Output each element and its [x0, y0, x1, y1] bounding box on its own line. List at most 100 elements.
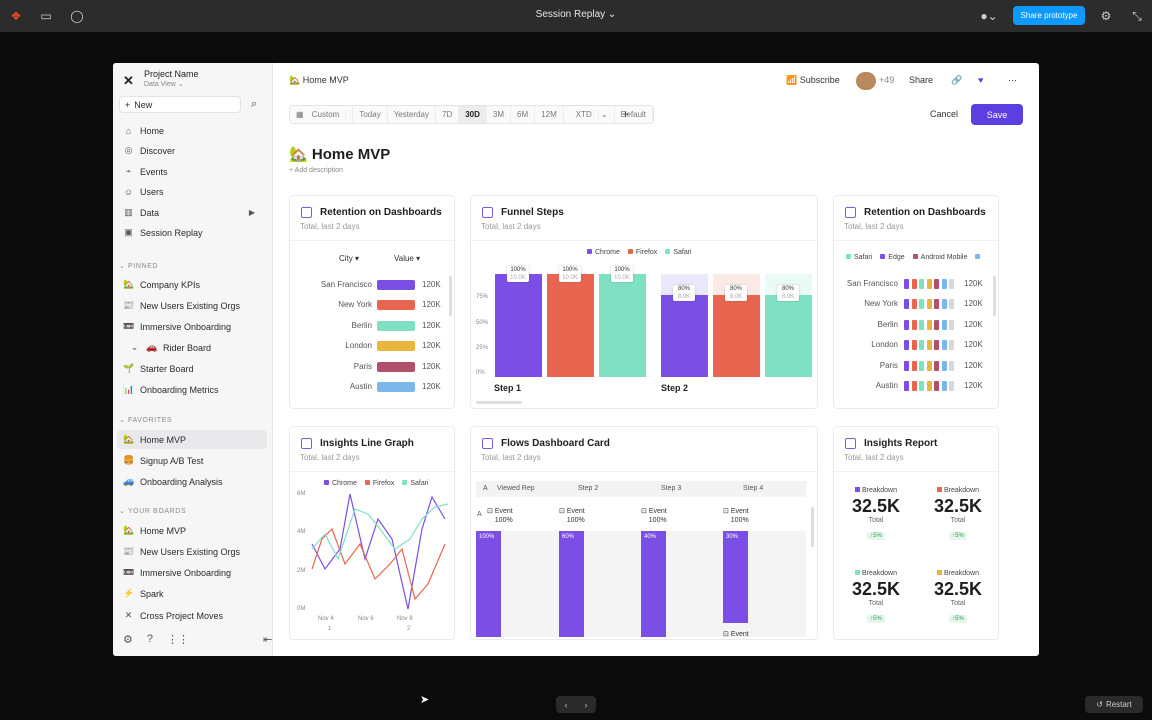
favorites-section-header[interactable]: ⌄ FAVORITES — [119, 417, 173, 424]
sidebar-toggle-icon[interactable]: ▭ — [40, 9, 52, 23]
project-name[interactable]: Project Name — [144, 69, 199, 79]
date-option[interactable]: Yesterday — [388, 106, 436, 123]
flow-bar[interactable]: 30% — [723, 531, 748, 623]
funnel-bar[interactable] — [765, 295, 812, 377]
scrollbar[interactable] — [811, 507, 814, 547]
pinned-item[interactable]: ⌄ 🚗 Rider Board — [117, 338, 267, 357]
cancel-button[interactable]: Cancel — [930, 109, 959, 119]
flow-event[interactable]: ⊡ Event 100% — [723, 507, 749, 525]
sidebar-item-discover[interactable]: ◎ Discover — [117, 141, 267, 160]
insights-line-card[interactable]: Insights Line Graph Total, last 2 days C… — [289, 426, 455, 640]
date-option[interactable]: Today — [353, 106, 388, 123]
flow-event[interactable]: ⊡ Event — [723, 630, 749, 638]
stat-tile[interactable]: Breakdown 32.5K Total ↑5% — [918, 487, 998, 542]
insights-report-card[interactable]: Insights Report Total, last 2 days Break… — [833, 426, 999, 640]
collapse-icon[interactable]: ⤡ — [1132, 8, 1142, 23]
board-item[interactable]: 📼 Immersive Onboarding — [117, 563, 267, 582]
flow-bar[interactable]: 40% — [641, 531, 666, 637]
subscribe-button[interactable]: 📶 Subscribe — [786, 75, 840, 86]
restart-button[interactable]: ↺ Restart — [1085, 696, 1143, 713]
sidebar-item-events[interactable]: ⌁ Events — [117, 162, 267, 181]
share-button[interactable]: Share — [909, 75, 934, 85]
board-item[interactable]: ✕ Cross Project Moves — [117, 606, 267, 625]
board-item[interactable]: 📰 New Users Existing Orgs — [117, 542, 267, 561]
date-option[interactable]: 12M — [535, 106, 564, 123]
safari-line[interactable] — [311, 503, 449, 561]
funnel-bar[interactable] — [547, 274, 594, 377]
pinned-section-header[interactable]: ⌄ PINNED — [119, 263, 159, 270]
previous-arrow-icon[interactable]: ‹ — [564, 699, 568, 710]
flow-step[interactable]: Viewed Rep — [497, 485, 535, 492]
sidebar-item-home[interactable]: ⌂ Home — [117, 121, 267, 140]
app-logo-icon[interactable]: ✕ — [123, 73, 134, 88]
favorite-item[interactable]: 🚙 Onboarding Analysis — [117, 472, 267, 491]
boards-section-header[interactable]: ⌄ YOUR BOARDS — [119, 508, 187, 515]
gear-icon[interactable]: ⚙ — [123, 634, 133, 646]
flows-card[interactable]: Flows Dashboard Card Total, last 2 days … — [470, 426, 818, 640]
settings-sliders-icon[interactable]: ⚙ — [1100, 9, 1112, 23]
scrollbar[interactable] — [993, 276, 996, 316]
value-column-header[interactable]: Value ▾ — [394, 254, 421, 263]
stat-tile[interactable]: Breakdown 32.5K Total ↑5% — [918, 570, 998, 625]
flow-bar[interactable]: 100% — [476, 531, 501, 637]
pinned-item[interactable]: 🏡 Company KPIs — [117, 275, 267, 294]
collapse-sidebar-icon[interactable]: ⇤ — [263, 634, 273, 646]
prototype-title[interactable]: Session Replay ⌄ — [535, 9, 617, 20]
share-prototype-button[interactable]: Share prototype — [1013, 6, 1085, 25]
breadcrumb[interactable]: 🏡 Home MVP — [289, 75, 349, 85]
funnel-bar[interactable] — [599, 274, 646, 377]
link-icon[interactable]: 🔗 — [951, 75, 963, 85]
flow-event[interactable]: ⊡ Event 100% — [487, 507, 513, 525]
sidebar-item-data[interactable]: ▥ Data ▶ — [117, 203, 267, 222]
city-column-header[interactable]: City ▾ — [339, 254, 360, 263]
favorite-item-active[interactable]: 🏡 Home MVP — [117, 430, 267, 449]
date-option[interactable]: Default — [615, 106, 654, 123]
page-title[interactable]: 🏡 Home MVP — [289, 146, 391, 163]
user-avatar-icon[interactable]: ●⌄ — [980, 9, 998, 23]
flow-step[interactable]: Step 4 — [743, 485, 764, 492]
flow-step[interactable]: Step 3 — [661, 485, 682, 492]
funnel-bar[interactable] — [661, 295, 708, 377]
pinned-item[interactable]: 📊 Onboarding Metrics — [117, 380, 267, 399]
date-option[interactable]: 3M — [487, 106, 512, 123]
avatar[interactable] — [856, 72, 876, 90]
chrome-line[interactable] — [311, 493, 446, 610]
save-button[interactable]: Save — [971, 104, 1023, 125]
flow-event[interactable]: ⊡ Event 100% — [641, 507, 667, 525]
board-item[interactable]: ⚡ Spark — [117, 584, 267, 603]
search-icon[interactable]: ⌕ — [251, 98, 258, 110]
retention-card[interactable]: Retention on Dashboards Total, last 2 da… — [289, 195, 455, 409]
figma-logo-icon[interactable]: ❖ — [10, 9, 22, 23]
retention-card-browsers[interactable]: Retention on Dashboards Total, last 2 da… — [833, 195, 999, 409]
more-icon[interactable]: ⋯ — [1008, 75, 1017, 85]
sidebar-item-session-replay[interactable]: ▣ Session Replay — [117, 223, 267, 242]
date-option[interactable]: 6M — [511, 106, 536, 123]
pinned-item[interactable]: 📼 Immersive Onboarding — [117, 317, 267, 336]
funnel-bar[interactable] — [495, 274, 542, 377]
board-item[interactable]: 🏡 Home MVP — [117, 521, 267, 540]
horizontal-scrollbar[interactable] — [476, 401, 522, 404]
date-option-dropdown[interactable]: XTD ⌄ — [564, 106, 615, 123]
stat-tile[interactable]: Breakdown 32.5K Total ↑5% — [836, 487, 916, 542]
date-option-selected[interactable]: 30D — [459, 106, 487, 123]
funnel-card[interactable]: Funnel Steps Total, last 2 days Chrome F… — [470, 195, 818, 409]
sidebar-item-users[interactable]: ☺ Users — [117, 182, 267, 201]
apps-grid-icon[interactable]: ⋮⋮ — [167, 634, 189, 646]
new-button[interactable]: + New — [119, 96, 241, 113]
comment-icon[interactable]: ◯ — [70, 9, 84, 23]
heart-icon[interactable]: ♥ — [978, 75, 984, 85]
calendar-icon[interactable]: ▦ Custom — [290, 106, 354, 123]
add-description[interactable]: + Add description — [289, 167, 343, 174]
flow-bar[interactable]: 60% — [559, 531, 584, 637]
favorite-item[interactable]: 🍔 Signup A/B Test — [117, 451, 267, 470]
stat-tile[interactable]: Breakdown 32.5K Total ↑5% — [836, 570, 916, 625]
pinned-item[interactable]: 📰 New Users Existing Orgs — [117, 296, 267, 315]
project-subtitle[interactable]: Data View ⌄ — [144, 81, 184, 88]
add-filter-icon[interactable]: + — [622, 107, 630, 121]
funnel-bar[interactable] — [713, 295, 760, 377]
flow-step[interactable]: Step 2 — [578, 485, 599, 492]
flow-event[interactable]: ⊡ Event 100% — [559, 507, 585, 525]
firefox-line[interactable] — [311, 527, 446, 601]
help-icon[interactable]: ? — [146, 633, 153, 645]
pinned-item[interactable]: 🌱 Starter Board — [117, 359, 267, 378]
